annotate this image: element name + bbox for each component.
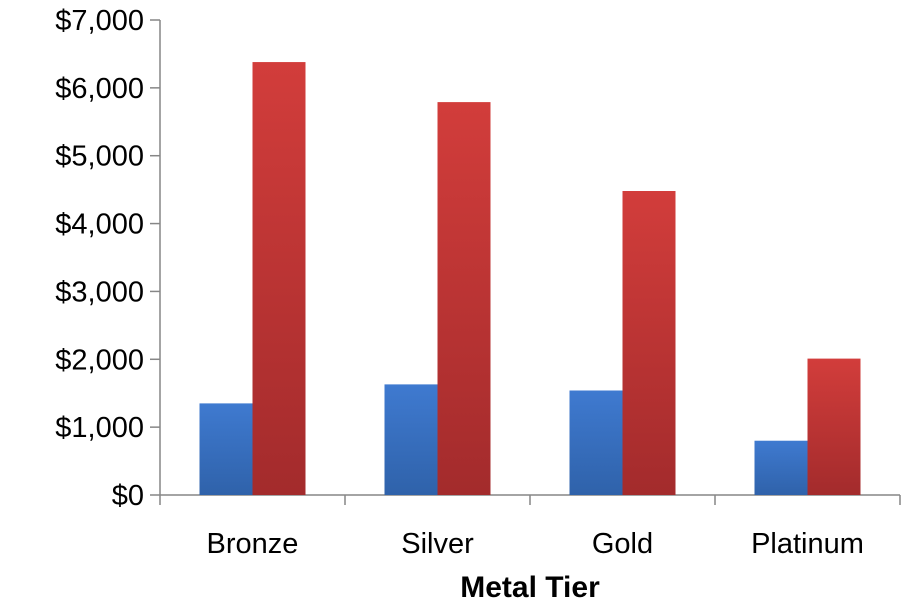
bar-gold-series-1 bbox=[569, 390, 623, 495]
bar-silver-series-2 bbox=[437, 102, 491, 495]
bar-gold-series-2 bbox=[622, 191, 676, 495]
y-tick-label: $4,000 bbox=[55, 209, 144, 241]
y-tick-label: $6,000 bbox=[55, 73, 144, 105]
y-tick-label: $5,000 bbox=[55, 141, 144, 173]
y-tick-label: $2,000 bbox=[55, 344, 144, 376]
x-axis: Bronze Silver Gold Platinum bbox=[159, 494, 901, 560]
x-axis-title: Metal Tier bbox=[460, 571, 600, 604]
y-tick-label: $7,000 bbox=[55, 5, 144, 37]
y-tick-label: $3,000 bbox=[55, 276, 144, 308]
bar-platinum-series-2 bbox=[807, 358, 861, 495]
bar-platinum-series-1 bbox=[754, 440, 808, 495]
bars bbox=[199, 62, 861, 495]
y-tick-label: $0 bbox=[112, 480, 144, 512]
bar-bronze-series-2 bbox=[252, 62, 306, 495]
x-tick-label: Gold bbox=[592, 528, 653, 560]
bar-silver-series-1 bbox=[384, 384, 438, 495]
y-tick-label: $1,000 bbox=[55, 412, 144, 444]
bar-bronze-series-1 bbox=[199, 403, 253, 495]
x-tick-label: Silver bbox=[401, 528, 474, 560]
y-axis: $0 $1,000 $2,000 $3,000 $4,000 $5,000 $6,000 $7… bbox=[55, 5, 161, 512]
x-tick-label: Bronze bbox=[207, 528, 299, 560]
x-tick-label: Platinum bbox=[751, 528, 864, 560]
